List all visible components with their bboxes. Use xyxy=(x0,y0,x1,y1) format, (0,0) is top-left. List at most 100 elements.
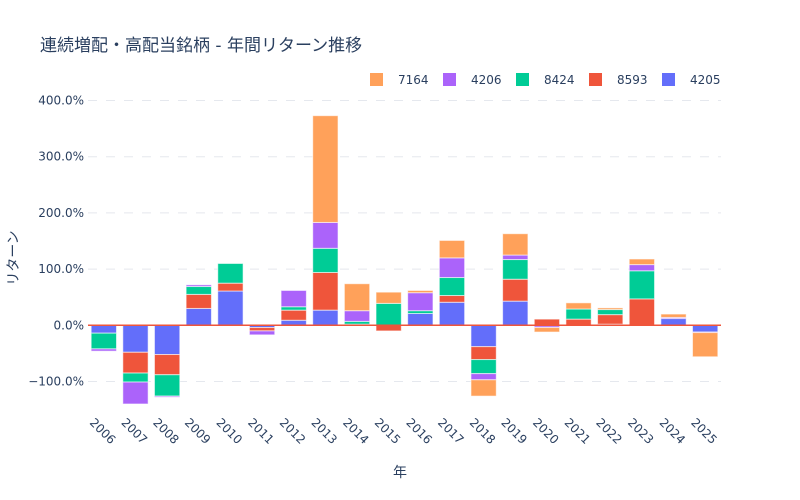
legend-swatch xyxy=(516,73,529,86)
bar-8593-2013[interactable] xyxy=(312,271,339,311)
bar-8593-2017[interactable] xyxy=(438,295,466,303)
bar-4205-2009[interactable] xyxy=(185,307,212,326)
bar-7164-2020[interactable] xyxy=(533,327,561,333)
bar-8593-2007[interactable] xyxy=(122,351,149,374)
bar-7164-2014[interactable] xyxy=(343,283,371,312)
bar-4206-2016[interactable] xyxy=(407,292,434,312)
legend-label: 7164 xyxy=(398,73,429,87)
bar-8424-2018[interactable] xyxy=(470,359,497,375)
x-axis-title: 年 xyxy=(393,465,407,481)
bar-8424-2022[interactable] xyxy=(597,309,624,316)
legend-item-8424[interactable]: 8424 xyxy=(516,73,575,87)
bar-8593-2022[interactable] xyxy=(597,314,624,325)
bar-4206-2018[interactable] xyxy=(470,373,497,381)
bar-4205-2016[interactable] xyxy=(407,312,434,326)
bar-8424-2023[interactable] xyxy=(628,270,656,300)
x-tick-label: 2021 xyxy=(562,415,593,446)
bar-4206-2008[interactable] xyxy=(153,395,181,398)
bar-8424-2008[interactable] xyxy=(153,374,181,397)
bar-7164-2019[interactable] xyxy=(502,233,529,256)
bar-8593-2009[interactable] xyxy=(185,293,212,309)
bar-8424-2015[interactable] xyxy=(375,302,402,326)
legend-item-4206[interactable]: 4206 xyxy=(443,73,502,87)
bar-7164-2017[interactable] xyxy=(438,239,466,259)
bar-8593-2008[interactable] xyxy=(153,354,181,376)
bar-7164-2023[interactable] xyxy=(628,258,656,266)
bar-8593-2011[interactable] xyxy=(248,327,276,332)
bar-4205-2018[interactable] xyxy=(470,324,497,348)
bar-4206-2014[interactable] xyxy=(343,310,371,322)
bar-7164-2025[interactable] xyxy=(692,332,719,358)
bar-4206-2017[interactable] xyxy=(438,257,466,279)
bar-8424-2006[interactable] xyxy=(90,332,117,350)
y-tick-label: 400.0% xyxy=(38,94,84,108)
bar-4205-2019[interactable] xyxy=(502,300,529,326)
bar-7164-2015[interactable] xyxy=(375,291,402,304)
bar-8593-2018[interactable] xyxy=(470,346,497,361)
bar-7164-2013[interactable] xyxy=(312,115,339,223)
bar-4205-2010[interactable] xyxy=(217,290,244,326)
x-tick-label: 2013 xyxy=(308,415,339,446)
bar-4205-2025[interactable] xyxy=(692,324,719,333)
bar-4206-2007[interactable] xyxy=(122,381,149,405)
bar-8593-2015[interactable] xyxy=(375,324,402,332)
x-tick-label: 2008 xyxy=(150,415,181,446)
bar-8424-2007[interactable] xyxy=(122,372,149,383)
bar-4206-2013[interactable] xyxy=(312,221,339,249)
legend-swatch xyxy=(589,73,602,86)
bar-4205-2024[interactable] xyxy=(660,318,687,326)
bar-4206-2011[interactable] xyxy=(248,330,276,336)
bar-7164-2021[interactable] xyxy=(565,302,592,310)
x-tick-label: 2007 xyxy=(119,415,150,446)
bar-4205-2006[interactable] xyxy=(90,324,117,334)
legend-swatch xyxy=(443,73,456,86)
bar-8593-2019[interactable] xyxy=(502,278,529,302)
bar-8593-2012[interactable] xyxy=(280,309,307,321)
bar-4206-2019[interactable] xyxy=(502,254,529,261)
legend-label: 8593 xyxy=(617,73,648,87)
bar-8424-2019[interactable] xyxy=(502,259,529,280)
bar-8424-2021[interactable] xyxy=(565,308,592,320)
bar-7164-2016[interactable] xyxy=(407,289,434,294)
bar-4205-2013[interactable] xyxy=(312,309,339,326)
x-tick-label: 2010 xyxy=(214,415,245,446)
x-tick-label: 2018 xyxy=(467,415,498,446)
bar-8424-2009[interactable] xyxy=(185,286,212,295)
bar-4205-2007[interactable] xyxy=(122,324,149,353)
bar-4205-2012[interactable] xyxy=(280,319,307,326)
legend-item-7164[interactable]: 7164 xyxy=(370,73,429,87)
bar-8593-2021[interactable] xyxy=(565,318,592,326)
bar-7164-2022[interactable] xyxy=(597,307,624,311)
bar-4206-2006[interactable] xyxy=(90,348,117,352)
y-tick-label: −100.0% xyxy=(28,375,84,389)
bar-4206-2009[interactable] xyxy=(185,284,212,288)
bar-4205-2017[interactable] xyxy=(438,301,466,326)
legend-item-8593[interactable]: 8593 xyxy=(589,73,648,87)
x-tick-label: 2024 xyxy=(657,415,688,446)
bar-8593-2020[interactable] xyxy=(533,318,561,326)
x-tick-label: 2011 xyxy=(245,415,276,446)
bar-7164-2018[interactable] xyxy=(470,379,497,397)
x-tick-label: 2025 xyxy=(688,415,719,446)
legend-label: 4205 xyxy=(690,73,721,87)
bar-8424-2013[interactable] xyxy=(312,247,339,273)
bar-8424-2017[interactable] xyxy=(438,277,466,297)
bar-7164-2024[interactable] xyxy=(660,313,687,318)
bar-8593-2023[interactable] xyxy=(628,298,656,326)
legend-item-4205[interactable]: 4205 xyxy=(662,73,721,87)
bar-4206-2012[interactable] xyxy=(280,289,307,308)
y-tick-label: 300.0% xyxy=(38,150,84,164)
bar-8593-2010[interactable] xyxy=(217,282,244,292)
bar-8424-2010[interactable] xyxy=(217,262,244,284)
y-tick-label: 0.0% xyxy=(54,318,85,332)
bar-4205-2008[interactable] xyxy=(153,324,181,356)
bar-8424-2012[interactable] xyxy=(280,306,307,311)
y-axis-title: リターン xyxy=(6,230,22,285)
y-tick-label: 200.0% xyxy=(38,206,84,220)
x-tick-label: 2012 xyxy=(277,415,308,446)
bar-4206-2023[interactable] xyxy=(628,264,656,272)
legend-label: 4206 xyxy=(471,73,502,87)
legend-swatch xyxy=(370,73,383,86)
x-tick-label: 2014 xyxy=(340,415,371,446)
